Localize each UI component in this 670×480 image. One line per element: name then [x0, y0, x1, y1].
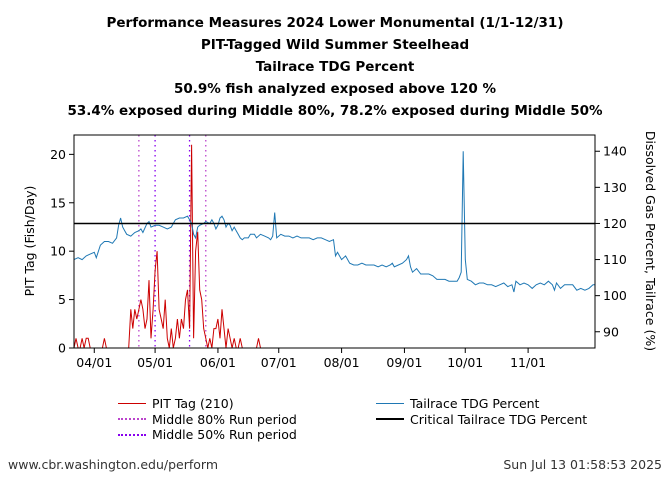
- legend-label-middle50: Middle 50% Run period: [152, 427, 297, 442]
- tailrace-tdg-series-line: [73, 151, 595, 293]
- chart-subtitle-metric: Tailrace TDG Percent: [255, 59, 415, 75]
- legend-label-tdg: Tailrace TDG Percent: [410, 396, 540, 411]
- legend-right: Tailrace TDG Percent Critical Tailrace T…: [376, 396, 587, 427]
- legend-label-critical: Critical Tailrace TDG Percent: [410, 411, 588, 427]
- chart-titles: Performance Measures 2024 Lower Monument…: [0, 12, 670, 122]
- legend-item-critical: Critical Tailrace TDG Percent: [376, 412, 587, 428]
- legend-item-tdg: Tailrace TDG Percent: [376, 396, 587, 412]
- chart-subtitle-exposure-periods: 53.4% exposed during Middle 80%, 78.2% e…: [67, 103, 603, 119]
- y-left-tick-label: 5: [58, 292, 66, 307]
- y-right-tick-label: 90: [603, 324, 619, 339]
- x-tick-label: 05/01: [137, 355, 173, 370]
- x-tick-label: 04/01: [76, 355, 112, 370]
- legend-left: PIT Tag (210) Middle 80% Run period Midd…: [118, 396, 297, 443]
- chart-subtitle-exposure-total: 50.9% fish analyzed exposed above 120 %: [174, 81, 496, 97]
- legend-swatch-middle80: [118, 418, 146, 421]
- x-tick-label: 11/01: [510, 355, 546, 370]
- legend-swatch-middle50: [118, 433, 146, 436]
- y-right-tick-label: 110: [603, 252, 627, 267]
- legend-label-middle80: Middle 80% Run period: [152, 411, 297, 427]
- legend-swatch-pit: [118, 403, 146, 405]
- legend-swatch-critical: [376, 418, 404, 421]
- y-right-tick-label: 130: [603, 180, 627, 195]
- legend-item-pit: PIT Tag (210): [118, 396, 297, 412]
- x-tick-label: 07/01: [261, 355, 297, 370]
- plot-area-frame: [73, 134, 596, 349]
- y-left-tick-label: 0: [58, 341, 66, 356]
- legend-label-pit: PIT Tag (210): [152, 396, 234, 411]
- x-tick-label: 10/01: [447, 355, 483, 370]
- footer-url[interactable]: www.cbr.washington.edu/perform: [8, 457, 219, 472]
- y-left-tick-label: 20: [50, 147, 66, 162]
- chart-subtitle-species: PIT-Tagged Wild Summer Steelhead: [200, 37, 470, 53]
- y-left-axis-label: PIT Tag (Fish/Day): [22, 186, 37, 297]
- y-right-tick-label: 140: [603, 144, 627, 159]
- x-tick-label: 06/01: [200, 355, 236, 370]
- footer-timestamp: Sun Jul 13 01:58:53 2025: [503, 457, 662, 472]
- legend-item-middle50: Middle 50% Run period: [118, 427, 297, 443]
- chart-title: Performance Measures 2024 Lower Monument…: [106, 15, 564, 31]
- y-right-axis-label: Dissolved Gas Percent, Tailrace (%): [643, 131, 658, 351]
- y-left-tick-label: 15: [50, 195, 66, 210]
- legend-item-middle80: Middle 80% Run period: [118, 412, 297, 428]
- x-tick-label: 08/01: [324, 355, 360, 370]
- y-right-tick-label: 100: [603, 288, 627, 303]
- y-left-tick-label: 10: [50, 244, 66, 259]
- legend-swatch-tdg: [376, 403, 404, 405]
- x-tick-label: 09/01: [386, 355, 422, 370]
- y-right-tick-label: 120: [603, 216, 627, 231]
